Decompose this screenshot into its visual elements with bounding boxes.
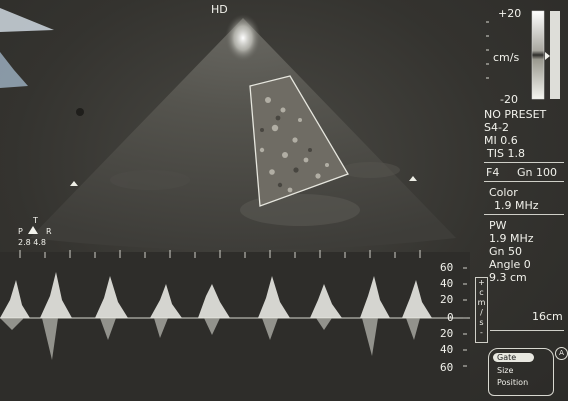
unit-char: m (477, 298, 486, 307)
doppler-top-ticks (19, 250, 421, 258)
doppler-scale-label: 20 (440, 293, 454, 306)
color-frequency: 1.9 MHz (494, 199, 539, 212)
pw-depth: 9.3 cm (489, 271, 527, 284)
doppler-scale-label: 40 (440, 343, 454, 356)
doppler-scale-label: 0 (447, 311, 454, 324)
color-scale-unit: cm/s (493, 51, 520, 64)
doppler-spectrum (0, 272, 432, 318)
depth-marker-top (0, 8, 54, 32)
pw-angle: Angle 0 (489, 258, 531, 271)
focus-marker-left (70, 181, 78, 186)
color-flow-dark (260, 115, 312, 188)
probe-label: S4-2 (484, 121, 509, 134)
gate-menu-item-gate[interactable]: Gate (493, 353, 535, 362)
gate-menu-item-position[interactable]: Position (497, 378, 529, 387)
doppler-panel (0, 252, 470, 401)
mode-a-badge[interactable]: A (555, 347, 568, 360)
doppler-scale-label: 40 (440, 277, 454, 290)
color-box (249, 75, 349, 207)
gate-menu-item-size[interactable]: Size (497, 366, 514, 375)
focus-marker-right (409, 176, 417, 181)
gate-menu: Gate Size Position (488, 348, 554, 396)
orientation-left: P (18, 227, 23, 236)
separator (484, 162, 564, 163)
unit-char: s (479, 318, 484, 327)
color-scale-bottom: -20 (500, 93, 518, 106)
dark-spot (76, 108, 84, 116)
doppler-scale-label: 60 (440, 361, 454, 374)
tis-label: TIS 1.8 (487, 147, 525, 160)
orientation-right: R (46, 227, 52, 236)
unit-char: c (479, 288, 484, 297)
color-title: Color (489, 186, 518, 199)
color-flow (259, 97, 329, 193)
unit-char: - (480, 328, 483, 337)
gain-label: Gn 100 (517, 166, 557, 179)
depth-marker-mid (0, 52, 28, 88)
sweep-speed: 16cm (532, 310, 563, 323)
separator (484, 181, 564, 182)
doppler-reverse (0, 318, 420, 360)
mi-label: MI 0.6 (484, 134, 518, 147)
doppler-scale-label: 20 (440, 327, 454, 340)
bmode-sector (30, 18, 456, 250)
orientation-top: T (33, 216, 38, 225)
doppler-scale-label: 60 (440, 261, 454, 274)
preset-label: NO PRESET (484, 108, 547, 121)
separator (490, 330, 564, 331)
orientation-values: 2.8 4.8 (18, 238, 46, 247)
baseline-marker (545, 52, 550, 60)
separator (484, 214, 564, 215)
doppler-right-ticks (463, 267, 467, 367)
pw-frequency: 1.9 MHz (489, 232, 534, 245)
unit-char: / (480, 308, 483, 317)
color-velocity-bar (531, 10, 545, 100)
focus-label: F4 (486, 166, 500, 179)
scale-ticks (486, 21, 489, 79)
transducer-glow (225, 14, 261, 62)
color-velocity-bar-2 (550, 11, 560, 99)
mode-label: HD (211, 3, 228, 16)
pw-gain: Gn 50 (489, 245, 522, 258)
unit-char: + (478, 278, 485, 287)
doppler-unit-vertical: + c m / s - (475, 277, 488, 343)
color-scale-top: +20 (498, 7, 522, 20)
pw-title: PW (489, 219, 507, 232)
